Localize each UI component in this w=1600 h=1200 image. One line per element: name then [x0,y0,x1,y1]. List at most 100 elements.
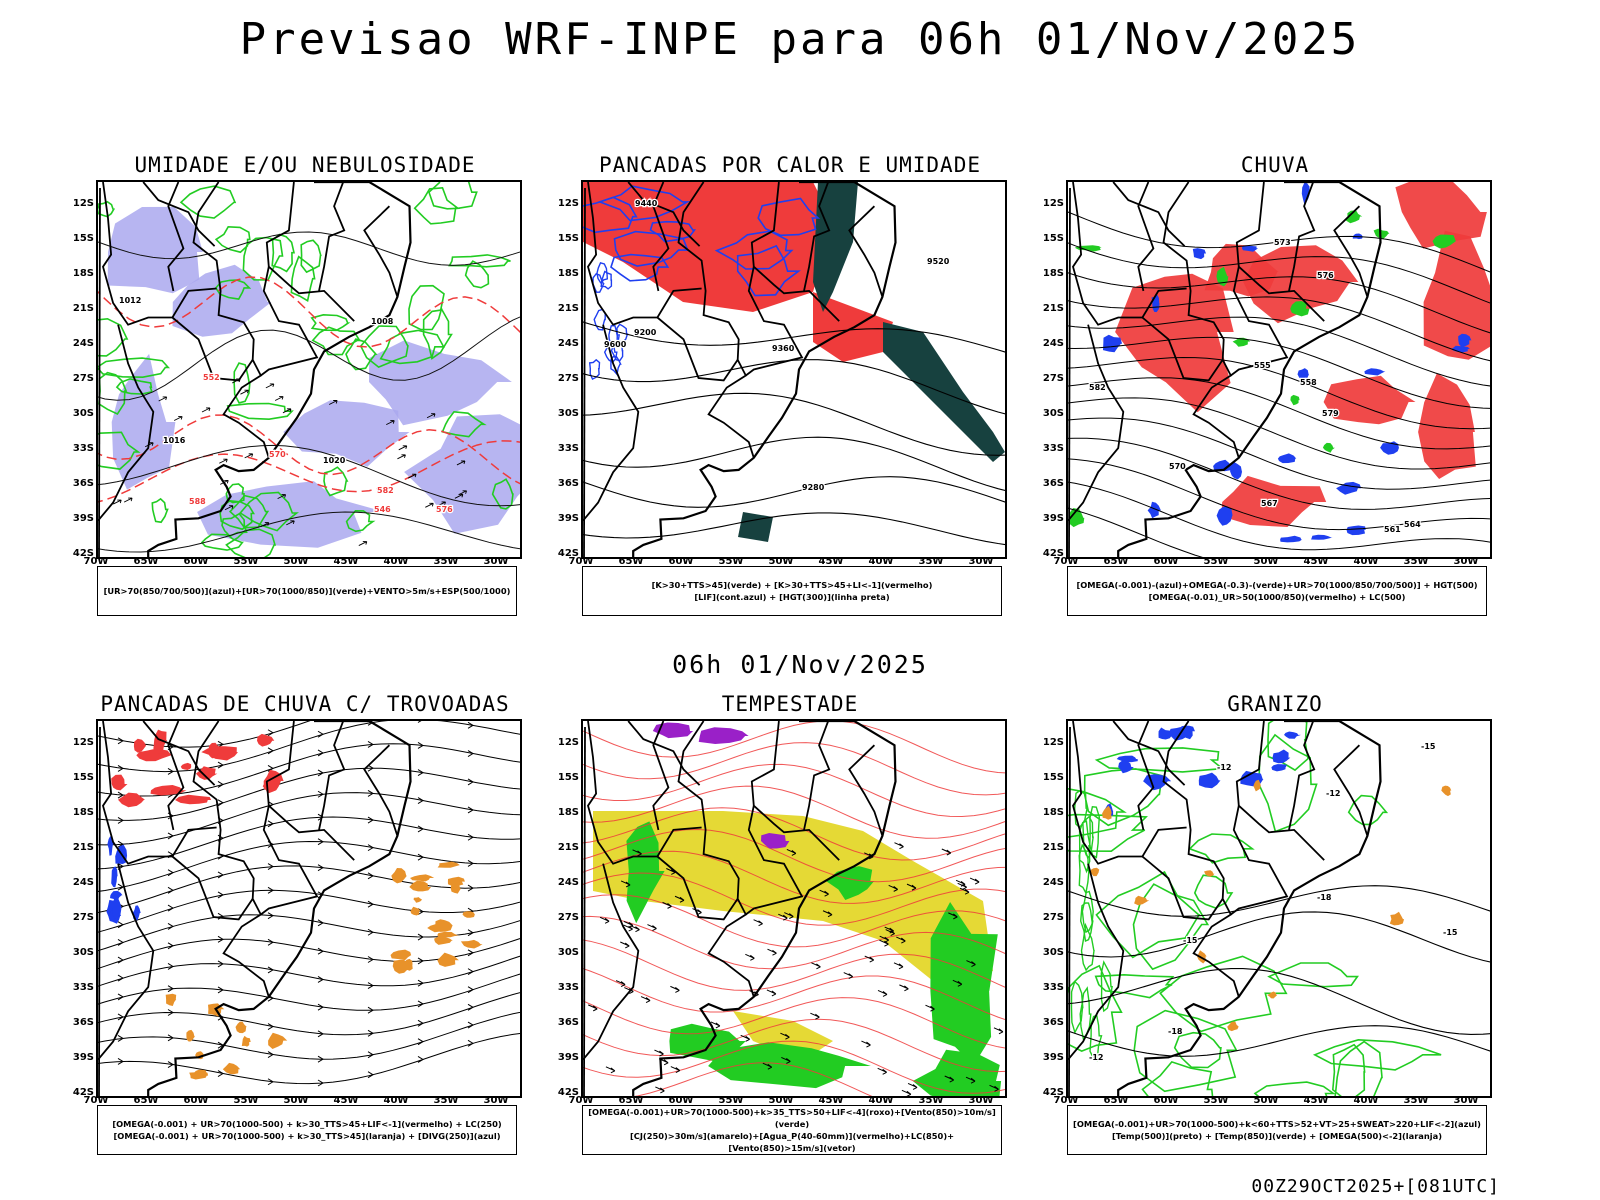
lat-tick-label: 42S [557,548,579,559]
state-border [803,721,831,831]
state-border [750,721,840,861]
panel-title: PANCADAS DE CHUVA C/ TROVOADAS [100,692,510,716]
precipitable-water-contour [583,968,1005,1021]
omega-area [1102,805,1112,820]
flow-arrow-icon [317,919,324,927]
temp-850-contour [1078,820,1091,874]
ascent-area [1380,441,1399,455]
thunderstorm-area [201,746,238,761]
lat-tick-label: 12S [557,737,579,748]
hail-risk-area [1271,764,1287,772]
contour-label: -12 [1326,789,1340,798]
state-border [656,316,739,382]
wind-arrow-icon [265,383,275,389]
lat-tick-label: 24S [1042,338,1064,349]
flow-arrow-icon [217,1070,224,1077]
wind-arrow-icon [173,416,183,421]
lat-tick-label: 27S [72,912,94,923]
temp-850-contour [1089,1014,1103,1062]
legend-line: [OMEGA(-0.01)_UR>50(1000/850)(vermelho) … [1148,592,1406,602]
state-border [1235,182,1325,322]
wind-vector-icon [843,972,854,980]
flow-arrow-icon [267,729,274,737]
wind-arrow-icon [201,407,211,413]
lat-tick-label: 39S [1042,513,1064,524]
lat-tick-label: 21S [72,842,94,853]
flow-arrow-icon [467,1003,474,1011]
flow-arrow-icon [117,956,124,964]
flow-arrow-icon [367,1006,374,1014]
humidity-area [172,264,272,337]
temp-850-contour [1312,1038,1442,1071]
lat-tick-label: 33S [557,443,579,454]
state-border [265,721,355,861]
state-border [1072,721,1187,865]
wind-vector-icon [819,889,829,897]
streamline [98,914,520,952]
lon-tick-label: 65W [1103,556,1129,567]
hail-risk-area [1198,772,1221,789]
legend-line: [OMEGA(-0.001) + UR>70(1000-500) + k>30_… [112,1119,502,1129]
flow-arrow-icon [367,1029,374,1037]
rain-area [1395,182,1487,249]
state-border [1068,726,1071,1096]
convective-area [165,993,177,1006]
omega-area [1227,1021,1239,1032]
strong-wind-area [912,1049,1002,1096]
lon-tick-label: 35W [433,556,459,567]
lifted-index-contour [600,270,613,290]
contour-label: 588 [189,497,206,506]
lat-tick-label: 30S [72,408,94,419]
contour-label: 561 [1384,525,1401,534]
flow-arrow-icon [267,1023,274,1030]
flow-arrow-icon [367,900,374,908]
streamline [98,840,520,892]
state-border [1112,182,1186,247]
lat-tick-label: 30S [1042,408,1064,419]
lat-tick-label: 21S [1042,842,1064,853]
state-border [848,205,884,298]
state-border [1137,182,1155,292]
wind-vector-icon [864,955,875,963]
flow-arrow-icon [467,833,474,841]
wind-vector-icon [894,842,904,850]
flow-arrow-icon [267,863,274,870]
wind-arrow-icon [437,501,446,507]
contour-label: 552 [203,373,220,382]
state-border [583,187,586,557]
height-contour [1068,336,1490,409]
rain-area [1243,245,1359,324]
precipitable-water-contour [583,894,1005,948]
wind-vector-icon [955,879,966,887]
ascent-area [1069,508,1085,528]
wind-vector-icon [810,1012,820,1020]
contour-label: 9520 [927,257,950,266]
panel-title: GRANIZO [1227,692,1323,716]
flow-arrow-icon [317,976,324,983]
legend-line: [K>30+TTS>45](verde) + [K>30+TTS>45+LI<-… [651,580,933,590]
moist-area [883,322,1005,462]
panel-title: PANCADAS POR CALOR E UMIDADE [598,153,981,177]
lon-tick-label: 60W [183,1095,209,1106]
severe-area [652,722,694,739]
lat-tick-label: 24S [557,877,579,888]
storm-panel: TEMPESTADE 12S 15S 18S 21S 24S 27S 30S 33S 36S 39S… [555,692,1025,1192]
lifted-index-contour [649,220,696,243]
state-border [652,182,670,292]
ascent-area [1213,459,1233,472]
ascent-area [1345,210,1363,224]
wind-arrow-icon [282,408,292,414]
thunderstorm-area [257,733,275,747]
lat-tick-label: 18S [72,807,94,818]
flow-arrow-icon [117,791,124,799]
lifted-index-contour [736,244,801,297]
state-border [1112,721,1186,786]
hail-risk-area [1143,774,1172,791]
hail-panel: GRANIZO -12 -15 -18 -12 -15 -18 -12 -15 12S 15S 18S… [1040,692,1510,1192]
panel-title: CHUVA [1240,153,1310,177]
flow-arrow-icon [367,741,374,748]
unstable-area [583,182,833,312]
flow-arrow-icon [417,979,424,987]
lon-tick-label: 55W [718,1095,744,1106]
humidity-area [369,340,512,426]
